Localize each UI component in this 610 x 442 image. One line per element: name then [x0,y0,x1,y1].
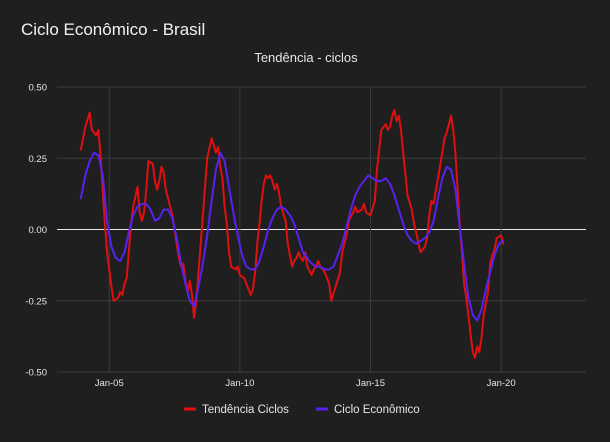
plot-lines [79,108,505,359]
chart-title: Ciclo Econômico - Brasil [21,20,206,39]
x-axis: Jan-05 Jan-10 Jan-15 Jan-20 [95,378,516,389]
series-line-1 [79,108,505,359]
series-line-2 [79,151,505,322]
x-tick-label: Jan-15 [356,378,385,389]
legend: Tendência Ciclos Ciclo Econômico [184,404,420,416]
x-tick-label: Jan-10 [225,378,254,389]
grid [57,86,586,373]
y-tick-label: 0.50 [29,83,48,94]
x-tick-label: Jan-20 [487,378,516,389]
x-tick-label: Jan-05 [95,378,124,389]
y-tick-label: -0.25 [25,296,47,307]
legend-label: Ciclo Econômico [334,404,420,416]
chart-subtitle: Tendência - ciclos [254,50,358,65]
y-tick-label: 0.25 [29,154,48,165]
y-tick-label: -0.50 [25,368,47,379]
y-axis: 0.50 0.25 0.00 -0.25 -0.50 [25,83,47,379]
y-tick-label: 0.00 [29,225,48,236]
legend-label: Tendência Ciclos [202,404,289,416]
